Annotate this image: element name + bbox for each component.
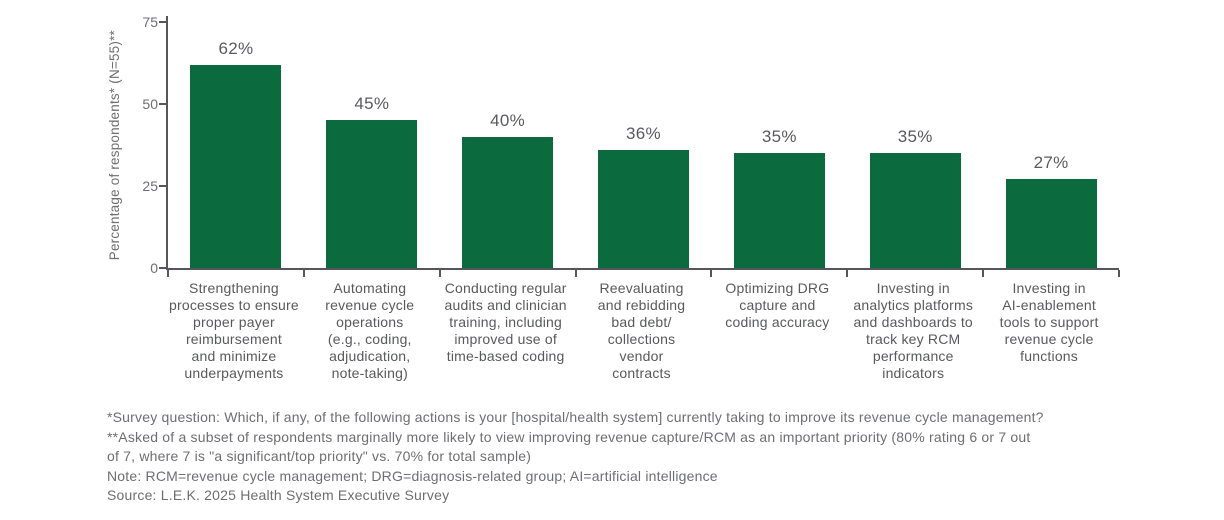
- footnote-survey-question: *Survey question: Which, if any, of the …: [107, 409, 1044, 425]
- bar-value-label: 35%: [897, 127, 933, 147]
- bar: [190, 64, 282, 268]
- bar: [1005, 179, 1097, 268]
- bar-value-label: 27%: [1033, 153, 1069, 173]
- footnote-source: Source: L.E.K. 2025 Health System Execut…: [107, 487, 450, 503]
- category-label: Strengthening processes to ensure proper…: [168, 280, 299, 381]
- x-axis-tick: [1118, 270, 1120, 277]
- x-axis-tick: [167, 270, 169, 277]
- plot-area: 62% 45% 40% 36% 35% 35% 27%: [159, 16, 1120, 277]
- bar: [733, 153, 825, 268]
- bar-slot: 35%: [847, 22, 983, 268]
- category-label: Investing in analytics platforms and das…: [853, 280, 974, 381]
- bar-value-label: 36%: [626, 123, 661, 143]
- bar: [326, 120, 418, 268]
- y-axis-tick: [159, 267, 166, 269]
- bar: [462, 136, 554, 268]
- bar-value-label: 45%: [354, 94, 390, 114]
- y-axis-tick: [159, 21, 166, 23]
- footnote-note: Note: RCM=revenue cycle management; DRG=…: [107, 467, 718, 484]
- x-axis-tick: [302, 270, 305, 277]
- bar-slot: 35%: [711, 22, 847, 268]
- category-label: Investing in AI-enablement tools to supp…: [999, 280, 1099, 364]
- bar: [869, 153, 961, 268]
- bar: [598, 149, 690, 268]
- y-axis-title-text: Percentage of respondents* (N=55)**: [106, 29, 122, 261]
- y-axis-tick: [159, 103, 166, 106]
- y-axis-tick: [159, 185, 166, 188]
- y-tick-label: 75: [142, 14, 158, 30]
- bar-value-label: 62%: [218, 38, 254, 58]
- bar-slot: 62%: [168, 22, 304, 268]
- y-tick-label: 0: [150, 260, 158, 276]
- category-label: Reevaluating and rebidding bad debt/ col…: [597, 280, 686, 381]
- y-tick-label: 25: [142, 178, 158, 194]
- category-label: Conducting regular audits and clinician …: [444, 280, 567, 364]
- category-label: Automating revenue cycle operations (e.g…: [325, 280, 415, 381]
- x-axis-tick: [438, 270, 441, 277]
- bar-value-label: 35%: [761, 127, 797, 147]
- footnote-subset-line2: of 7, where 7 is "a significant/top prio…: [107, 448, 532, 464]
- y-axis-title: Percentage of respondents* (N=55)**: [103, 22, 125, 268]
- bar-slot: 45%: [304, 22, 440, 268]
- footnotes: *Survey question: Which, if any, of the …: [107, 408, 1044, 506]
- footnote-subset-line1: **Asked of a subset of respondents margi…: [107, 428, 1031, 445]
- bar-slot: 27%: [983, 22, 1119, 268]
- y-tick-label: 50: [142, 96, 158, 112]
- bar-value-label: 40%: [490, 110, 526, 130]
- x-axis-labels: Strengthening processes to ensure proper…: [166, 280, 1117, 382]
- x-axis-tick: [574, 270, 577, 277]
- x-axis-tick: [710, 270, 713, 277]
- category-label: Optimizing DRG capture and coding accura…: [725, 280, 830, 330]
- y-axis-ticks: 0 25 50 75: [128, 15, 158, 275]
- bar-slot: 40%: [440, 22, 576, 268]
- bar-slot: 36%: [576, 22, 712, 268]
- x-axis-tick: [846, 270, 849, 277]
- x-axis-tick: [982, 270, 985, 277]
